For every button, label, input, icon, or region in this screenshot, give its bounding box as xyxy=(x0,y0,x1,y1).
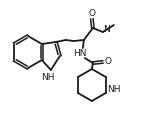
Text: HN: HN xyxy=(73,49,87,58)
Text: O: O xyxy=(88,10,95,19)
Text: NH: NH xyxy=(107,85,120,94)
Text: O: O xyxy=(104,58,111,67)
Text: N: N xyxy=(104,26,110,35)
Text: NH: NH xyxy=(41,73,55,82)
